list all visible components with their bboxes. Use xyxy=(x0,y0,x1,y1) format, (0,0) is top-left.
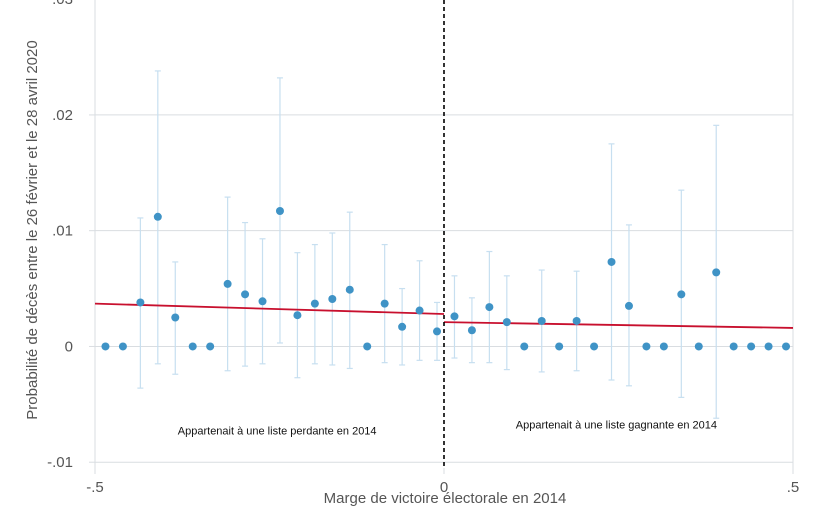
data-point xyxy=(590,342,599,351)
data-point xyxy=(206,342,215,351)
data-point xyxy=(572,316,581,325)
data-point xyxy=(677,290,686,299)
data-point xyxy=(118,342,127,351)
data-point xyxy=(467,326,476,335)
y-tick-label: .01 xyxy=(52,223,73,240)
data-point xyxy=(258,297,267,306)
y-tick-label: .02 xyxy=(52,107,73,124)
data-point xyxy=(764,342,773,351)
data-point xyxy=(415,306,424,315)
data-point xyxy=(729,342,738,351)
tick-labels: -.01 0 .01 .02 .03 -.5 0 .5 xyxy=(47,0,799,496)
data-point xyxy=(624,301,633,310)
x-tick-label: .5 xyxy=(787,479,800,496)
data-point xyxy=(537,316,546,325)
error-bars xyxy=(137,70,720,419)
data-point xyxy=(398,322,407,331)
x-tick-label: -.5 xyxy=(86,479,104,496)
data-point xyxy=(642,342,651,351)
fit-lines xyxy=(94,302,794,329)
data-point xyxy=(659,342,668,351)
y-tick-label: 0 xyxy=(65,338,73,355)
y-axis-label: Probabilité de décès entre le 26 février… xyxy=(24,40,41,419)
data-point xyxy=(345,285,354,294)
data-point xyxy=(747,342,756,351)
data-point xyxy=(153,212,162,221)
data-point xyxy=(363,342,372,351)
annotation-label: Appartenait à une liste perdante en 2014 xyxy=(178,425,377,437)
data-point xyxy=(328,294,337,303)
fit-line xyxy=(443,321,794,329)
data-point xyxy=(380,299,389,308)
fit-line xyxy=(94,302,445,315)
y-tick-label: -.01 xyxy=(47,454,73,471)
data-point xyxy=(433,327,442,336)
y-tick-label: .03 xyxy=(52,0,73,8)
x-axis-label: Marge de victoire électorale en 2014 xyxy=(324,490,567,507)
annotation-label: Appartenait à une liste gagnante en 2014 xyxy=(516,420,717,432)
data-point xyxy=(555,342,564,351)
data-point xyxy=(293,311,302,320)
data-point xyxy=(275,207,284,216)
data-point xyxy=(241,290,250,299)
data-point xyxy=(485,303,494,312)
data-point xyxy=(520,342,529,351)
data-point xyxy=(223,279,232,288)
data-point xyxy=(782,342,791,351)
data-point xyxy=(694,342,703,351)
x-tick-label: 0 xyxy=(440,479,448,496)
data-point xyxy=(101,342,110,351)
data-point xyxy=(450,312,459,321)
grid xyxy=(89,0,794,474)
data-point xyxy=(136,298,145,307)
data-point xyxy=(188,342,197,351)
data-point xyxy=(502,318,511,327)
data-points xyxy=(101,207,791,351)
data-point xyxy=(607,257,616,266)
data-point xyxy=(712,268,721,277)
data-point xyxy=(171,313,180,322)
data-point xyxy=(310,299,319,308)
annotations: Appartenait à une liste perdante en 2014… xyxy=(178,420,717,438)
